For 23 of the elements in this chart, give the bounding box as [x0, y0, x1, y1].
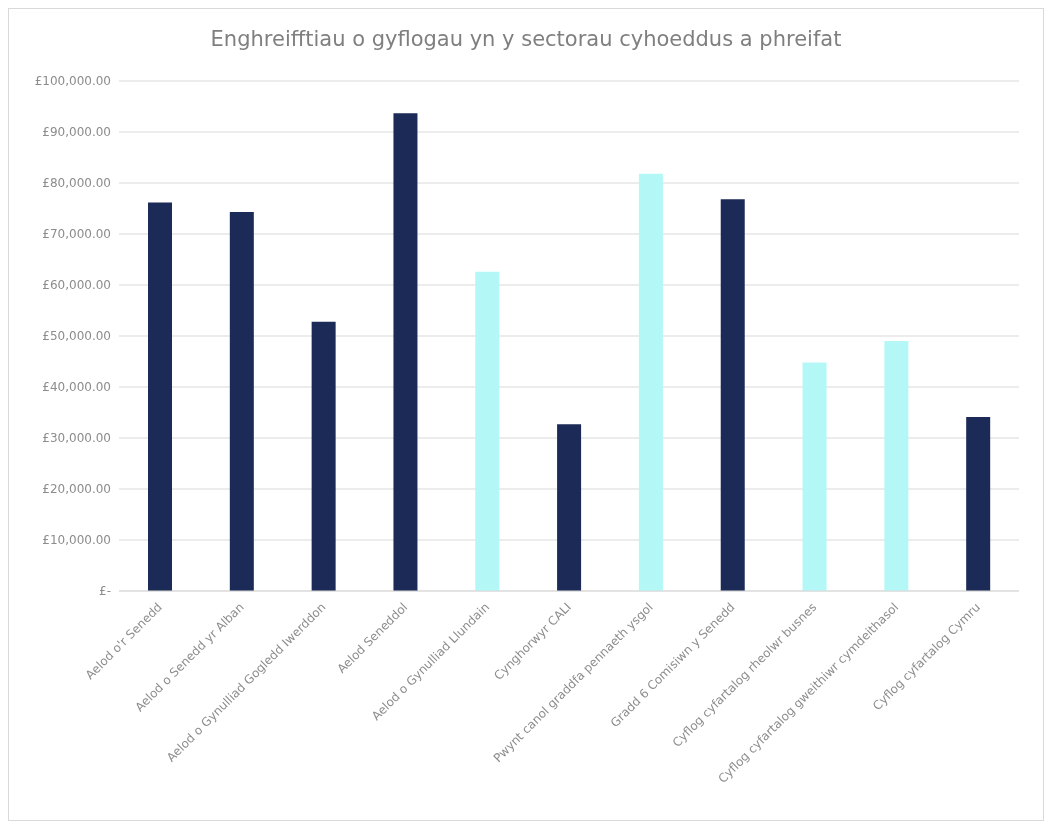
- y-tick-label: £-: [99, 584, 111, 599]
- y-tick-label: £90,000.00: [42, 125, 111, 140]
- bar: [311, 321, 336, 591]
- y-tick-label: £40,000.00: [42, 380, 111, 395]
- bar: [557, 424, 582, 591]
- bar: [148, 202, 172, 591]
- chart-title: Enghreifftiau o gyflogau yn y sectorau cyhoeddus a phreifat: [209, 26, 843, 53]
- y-tick-label: £70,000.00: [42, 227, 111, 242]
- y-tick-label: £30,000.00: [42, 431, 111, 446]
- y-tick-label: £10,000.00: [42, 533, 111, 548]
- bar: [638, 173, 663, 591]
- bar: [393, 113, 418, 591]
- y-tick-label: £20,000.00: [42, 482, 111, 497]
- bar: [966, 417, 991, 591]
- y-tick-label: £100,000.00: [34, 74, 111, 89]
- bar: [802, 362, 827, 591]
- y-tick-label: £80,000.00: [42, 176, 111, 191]
- bar: [884, 341, 909, 591]
- y-tick-label: £60,000.00: [42, 278, 111, 293]
- bar: [720, 199, 745, 591]
- bar: [475, 271, 500, 591]
- y-tick-label: £50,000.00: [42, 329, 111, 344]
- bar: [229, 212, 254, 591]
